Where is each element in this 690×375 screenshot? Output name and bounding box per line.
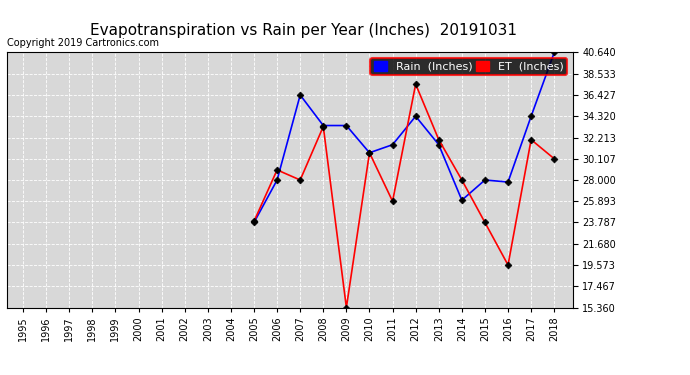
Text: Copyright 2019 Cartronics.com: Copyright 2019 Cartronics.com (7, 38, 159, 48)
Legend: Rain  (Inches), ET  (Inches): Rain (Inches), ET (Inches) (371, 58, 567, 75)
Text: Evapotranspiration vs Rain per Year (Inches)  20191031: Evapotranspiration vs Rain per Year (Inc… (90, 22, 517, 38)
